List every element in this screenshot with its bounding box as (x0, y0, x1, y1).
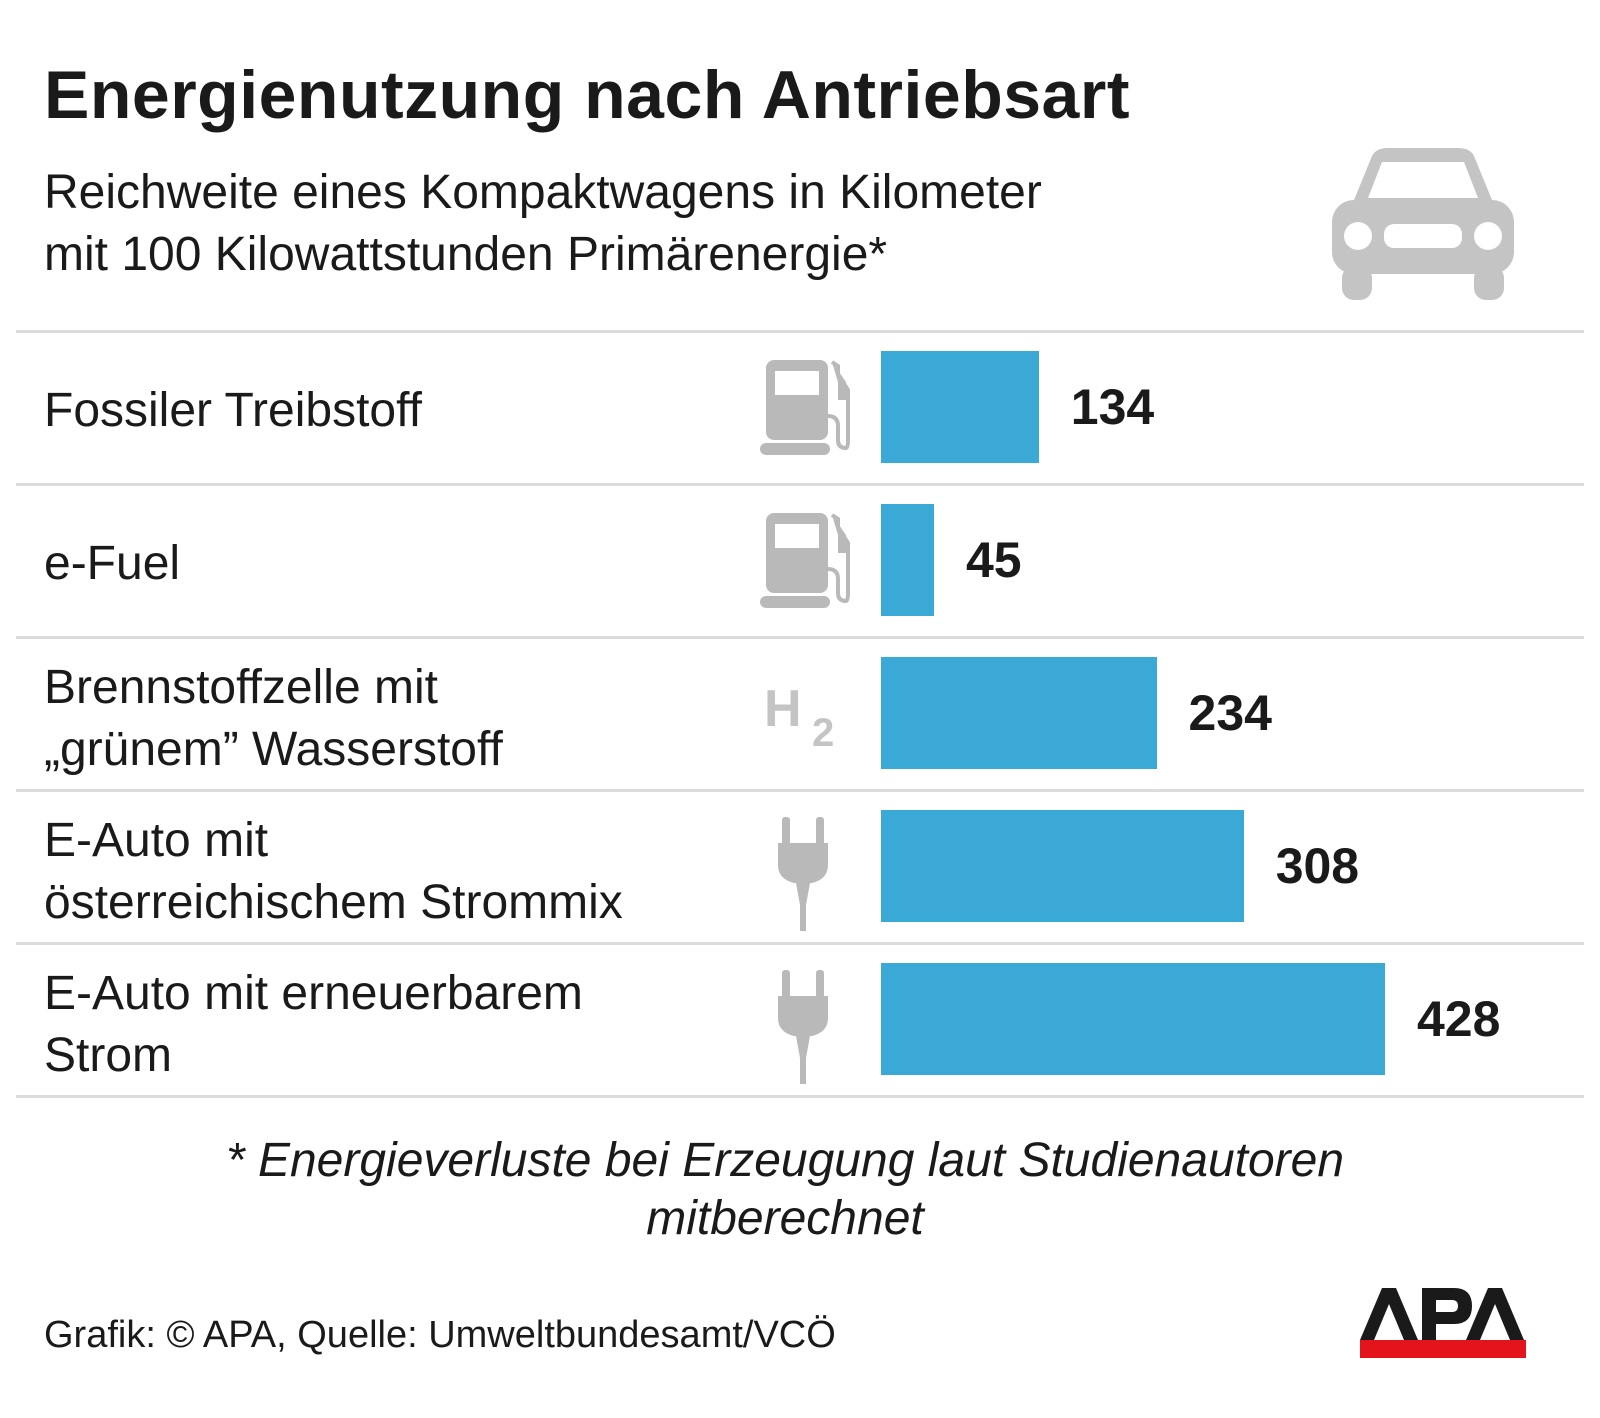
bar (881, 963, 1385, 1075)
data-label: 308 (1275, 838, 1360, 894)
chart-title: Energienutzung nach Antriebsart (44, 57, 1130, 133)
category-label: E-Auto mit erneuerbarem Strom (44, 963, 583, 1087)
subtitle-line-2: mit 100 Kilowattstunden Primärenergie* (44, 228, 888, 281)
subtitle-line-1: Reichweite eines Kompaktwagens in Kilome… (44, 166, 1042, 219)
source-credit: Grafik: © APA, Quelle: Umweltbundesamt/V… (44, 1314, 836, 1356)
footnote: * Energieverluste bei Erzeugung laut Stu… (0, 1132, 1570, 1248)
row-divider (16, 1095, 1584, 1098)
data-label: 428 (1417, 991, 1501, 1047)
bar (881, 504, 934, 616)
row-divider (16, 942, 1584, 945)
chart-row: E-Auto mit erneuerbarem Strom 428 (0, 946, 1600, 1099)
footnote-line-1: * Energieverluste bei Erzeugung laut Stu… (225, 1134, 1345, 1187)
fuel-pump-icon (758, 511, 850, 616)
plug-icon (758, 966, 850, 1091)
row-divider (16, 483, 1584, 486)
chart-row: Brennstoffzelle mit „grünem” Wasserstoff H… (0, 640, 1600, 793)
category-label: Brennstoffzelle mit „grünem” Wasserstoff (44, 657, 503, 781)
category-label-line: Fossiler Treibstoff (44, 384, 422, 437)
data-label: 234 (1188, 685, 1272, 741)
chart-row: Fossiler Treibstoff 134 (0, 334, 1600, 487)
plug-icon (758, 813, 850, 938)
category-label-line: E-Auto mit erneuerbarem (44, 967, 583, 1020)
data-label: 45 (965, 532, 1022, 588)
car-icon (1332, 148, 1514, 300)
row-divider (16, 789, 1584, 792)
svg-text:2: 2 (812, 711, 834, 755)
footnote-line-2: mitberechnet (646, 1192, 924, 1245)
category-label-line: E-Auto mit (44, 814, 269, 867)
row-divider (16, 330, 1584, 333)
row-divider (16, 636, 1584, 639)
chart-row: E-Auto mit österreichischem Strommix 308 (0, 793, 1600, 946)
category-label-line: e-Fuel (44, 537, 181, 590)
data-label: 134 (1070, 379, 1155, 435)
chart-row: e-Fuel 45 (0, 487, 1600, 640)
bar (881, 810, 1244, 922)
bar (881, 657, 1157, 769)
svg-text:H: H (764, 680, 802, 738)
category-label-line: „grünem” Wasserstoff (44, 723, 503, 776)
chart-subtitle: Reichweite eines Kompaktwagens in Kilome… (44, 162, 1042, 286)
category-label-line: Strom (44, 1029, 173, 1082)
category-label-line: Brennstoffzelle mit (44, 661, 438, 714)
bar (881, 351, 1039, 463)
category-label-line: österreichischem Strommix (44, 876, 623, 929)
fuel-pump-icon (758, 358, 850, 463)
category-label: Fossiler Treibstoff (44, 380, 422, 442)
category-label: e-Fuel (44, 533, 180, 595)
apa-logo (1360, 1288, 1526, 1358)
category-label: E-Auto mit österreichischem Strommix (44, 810, 623, 934)
